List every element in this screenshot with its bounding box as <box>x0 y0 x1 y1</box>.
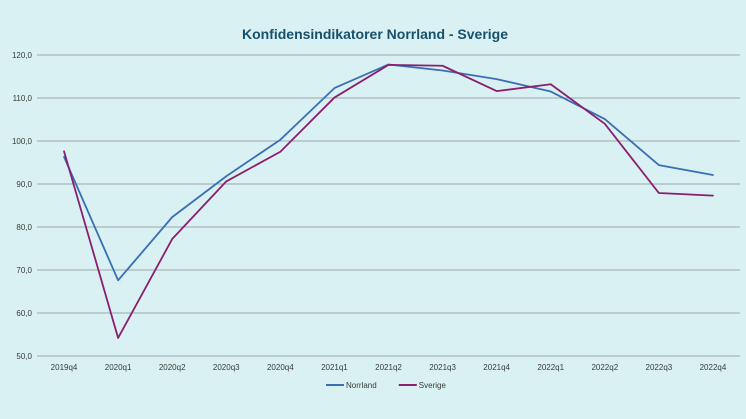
x-tick-label: 2020q1 <box>105 363 132 372</box>
gridlines <box>37 54 740 357</box>
x-tick-label: 2021q4 <box>483 363 510 372</box>
x-tick-label: 2022q3 <box>646 363 673 372</box>
y-tick-label: 100,0 <box>12 137 33 146</box>
x-tick-label: 2020q2 <box>159 363 186 372</box>
y-tick-label: 120,0 <box>12 51 33 60</box>
x-tick-label: 2022q1 <box>537 363 564 372</box>
x-tick-label: 2021q2 <box>375 363 402 372</box>
x-tick-label: 2022q2 <box>591 363 618 372</box>
legend: Norrland Sverige <box>326 381 446 390</box>
chart-title: Konfidensindikatorer Norrland - Sverige <box>242 26 508 42</box>
y-tick-label: 50,0 <box>16 352 32 361</box>
x-tick-label: 2021q1 <box>321 363 348 372</box>
y-tick-label: 90,0 <box>16 180 32 189</box>
x-tick-label: 2021q3 <box>429 363 456 372</box>
x-tick-label: 2019q4 <box>51 363 78 372</box>
legend-label-sverige: Sverige <box>419 381 447 390</box>
legend-label-norrland: Norrland <box>346 381 377 390</box>
y-tick-label: 70,0 <box>16 266 32 275</box>
y-axis-tick-labels: 50,0 60,0 70,0 80,0 90,0 100,0 110,0 120,0 <box>12 51 33 361</box>
x-tick-label: 2020q3 <box>213 363 240 372</box>
y-tick-label: 60,0 <box>16 309 32 318</box>
x-tick-label: 2020q4 <box>267 363 294 372</box>
series-line-norrland <box>63 63 714 282</box>
x-tick-label: 2022q4 <box>700 363 727 372</box>
y-tick-label: 110,0 <box>13 94 33 103</box>
y-tick-label: 80,0 <box>16 223 32 232</box>
x-axis-tick-labels: 2019q4 2020q1 2020q2 2020q3 2020q4 2021q1 2021… <box>51 363 727 372</box>
series-lines <box>63 63 714 339</box>
series-line-sverige <box>63 63 714 339</box>
